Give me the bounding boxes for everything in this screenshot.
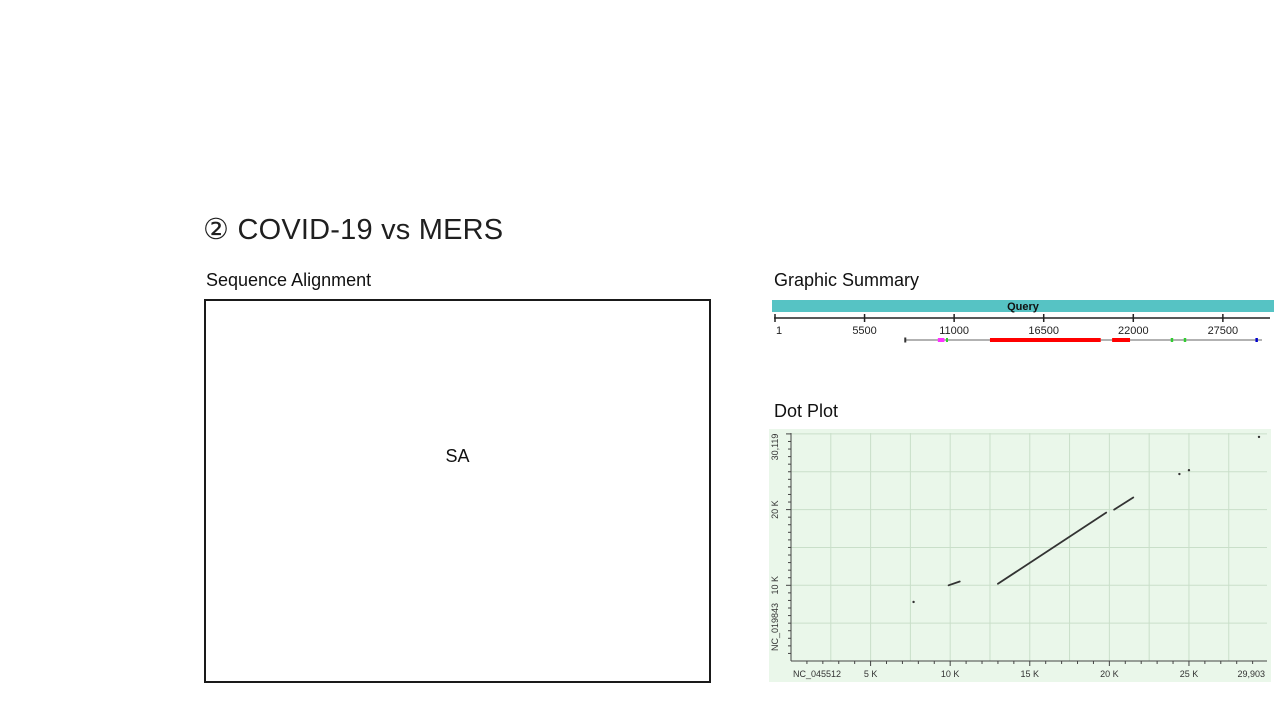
ruler-tick-label: 1 (776, 325, 782, 337)
x-tick-label: 15 K (1021, 669, 1040, 679)
dot-plot-axes: 5 K 10 K 15 K 20 K 25 K 29,903 10 K 20 K 30,119 (770, 433, 1267, 679)
alignment-diagonal (997, 511, 1108, 585)
ruler-tick-label: 16500 (1028, 325, 1059, 337)
sequence-alignment-box: SA (204, 299, 711, 683)
hit-line-start-mark (904, 337, 907, 343)
dot-plot-y-axis-label: NC_019843 (770, 603, 780, 651)
dot-plot-label: Dot Plot (774, 401, 839, 421)
hit-segment (937, 338, 945, 342)
ruler-tick-label: 27500 (1208, 325, 1239, 337)
ruler-tick-label: 22000 (1118, 325, 1149, 337)
x-tick-label: 29,903 (1237, 669, 1265, 679)
query-label: Query (1007, 301, 1040, 313)
dot-plot-x-axis-label: NC_045512 (793, 669, 841, 679)
x-tick-label: 5 K (864, 669, 878, 679)
x-tick-label: 10 K (941, 669, 960, 679)
slide-title: ② COVID-19 vs MERS (203, 214, 504, 246)
graphic-summary-ruler: 1 5500 11000 16500 22000 27500 (774, 314, 1270, 337)
graphic-summary-svg: Query 1 5500 11000 16500 22000 27500 (772, 300, 1274, 343)
y-tick-label: 10 K (770, 576, 780, 595)
x-tick-label: 20 K (1100, 669, 1119, 679)
hit-segment (1255, 338, 1258, 342)
dot-plot-image: 5 K 10 K 15 K 20 K 25 K 29,903 10 K 20 K 30,119 … (769, 429, 1271, 682)
hit-segment (989, 338, 1101, 342)
y-tick-label: 30,119 (770, 434, 780, 461)
alignment-dot (912, 600, 915, 604)
alignment-diagonal (1113, 496, 1135, 511)
query-bar (772, 300, 1274, 312)
alignment-dot (1187, 469, 1191, 472)
dot-plot-grid (791, 433, 1267, 661)
hit-segment (1183, 338, 1187, 342)
ruler-tick-label: 5500 (852, 325, 876, 337)
y-tick-label: 20 K (770, 500, 780, 519)
dot-plot-background (769, 429, 1271, 682)
hit-segment (1170, 338, 1174, 342)
alignment-dot (1178, 472, 1181, 476)
graphic-summary-label: Graphic Summary (774, 270, 920, 290)
sequence-alignment-placeholder: SA (445, 446, 470, 466)
x-tick-label: 25 K (1180, 669, 1199, 679)
hit-segment (945, 338, 948, 342)
dot-plot-marks (912, 435, 1261, 604)
alignment-dot (1257, 435, 1261, 439)
graphic-summary-image: Query 1 5500 11000 16500 22000 27500 (772, 300, 1274, 348)
alignment-diagonal (947, 580, 961, 587)
ruler-tick-label: 11000 (939, 325, 969, 337)
hit-segment (1112, 338, 1131, 342)
sequence-alignment-label: Sequence Alignment (206, 270, 372, 290)
graphic-summary-hits (904, 337, 1262, 343)
